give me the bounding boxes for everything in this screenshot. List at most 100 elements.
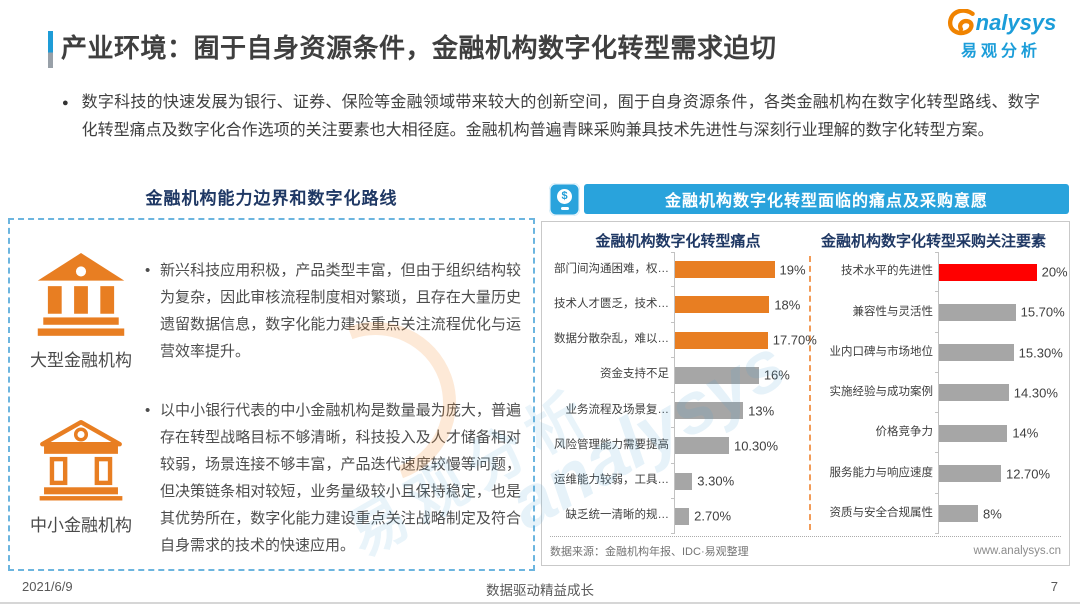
bar [939, 505, 979, 523]
bar-track: 18% [671, 287, 806, 323]
category-label: 资质与安全合规属性 [829, 506, 934, 519]
intro-text: 数字科技的快速发展为银行、证券、保险等金融领域带来较大的创新空间，囿于自身资源条… [81, 94, 1040, 139]
bar [675, 472, 693, 490]
bar [675, 296, 770, 314]
chart-row: 技术人才匮乏，技术… 18% [550, 287, 806, 323]
bank-large-icon [37, 253, 125, 337]
mobile-payment-icon: $ [549, 183, 580, 216]
bar [939, 263, 1037, 281]
analysys-logo: nalysys 易观分析 [936, 9, 1066, 61]
bar [939, 384, 1009, 402]
category-label: 业内口碑与市场地位 [829, 345, 934, 358]
footer-page-number: 7 [1050, 579, 1058, 594]
chart-title-painpoints: 金融机构数字化转型痛点 [595, 232, 761, 250]
bar-track: 17.70% [671, 322, 817, 359]
chart-row: 服务能力与响应速度 12.70% [814, 453, 1061, 494]
slide-bottom-edge [0, 602, 1080, 604]
bar [675, 261, 775, 279]
bar-track: 14% [935, 413, 1061, 454]
bar-track: 2.70% [671, 498, 806, 535]
bar-track: 14.30% [935, 372, 1061, 414]
value-label: 20% [1041, 264, 1068, 280]
logo-text-en: nalysys [975, 9, 1057, 35]
bar [675, 507, 690, 525]
bar [939, 424, 1008, 442]
chart-row: 资金支持不足 16% [550, 357, 806, 394]
footer-date: 2021/6/9 [22, 579, 73, 594]
chart-row: 业务流程及场景复… 13% [550, 393, 806, 429]
institution-description: 新兴科技应用积极，产品类型丰富，但由于组织结构较为复杂，因此审核流程制度相对繁琐… [142, 257, 521, 365]
chart-row: 兼容性与灵活性 15.70% [814, 292, 1065, 333]
page-title: 产业环境：囿于自身资源条件，金融机构数字化转型需求迫切 [61, 33, 777, 63]
value-label: 18% [774, 297, 801, 313]
dollar-coin-icon: $ [557, 189, 572, 205]
category-label: 数据分散杂乱，难以… [554, 333, 669, 346]
institution-row-large: 大型金融机构 新兴科技应用积极，产品类型丰富，但由于组织结构较为复杂，因此审核流… [20, 228, 523, 395]
category-label: 风险管理能力需要提高 [554, 438, 669, 451]
value-label: 8% [983, 506, 1002, 522]
category-label: 价格竞争力 [875, 426, 934, 439]
footer-slogan: 数据驱动精益成长 [486, 583, 594, 598]
bar-track: 16% [671, 357, 806, 394]
bar [939, 465, 1001, 483]
category-label: 业务流程及场景复… [565, 403, 670, 416]
chart-row: 数据分散杂乱，难以… 17.70% [550, 322, 817, 359]
category-label: 缺乏统一清晰的规… [565, 509, 670, 522]
chart-row: 运维能力较弱，工具… 3.30% [550, 463, 806, 500]
bar-track: 20% [935, 252, 1068, 293]
data-source-note: 数据来源：金融机构年报、IDC·易观整理 [550, 546, 749, 558]
bar-track: 15.30% [935, 332, 1063, 374]
bar [939, 344, 1014, 362]
bar [675, 437, 729, 455]
logo-wordmark: nalysys [936, 9, 1066, 36]
value-label: 2.70% [694, 508, 732, 524]
phone-home-dash [560, 207, 569, 210]
bar-track: 15.70% [935, 292, 1065, 333]
bar-track: 10.30% [671, 428, 806, 464]
value-label: 13% [748, 403, 775, 419]
chart-row: 实施经验与成功案例 14.30% [814, 372, 1061, 414]
category-label: 服务能力与响应速度 [829, 466, 934, 479]
chart-row: 技术水平的先进性 20% [814, 252, 1068, 293]
category-label: 技术水平的先进性 [841, 265, 933, 278]
bar-track: 19% [671, 252, 806, 288]
chart-row: 风险管理能力需要提高 10.30% [550, 428, 806, 464]
bar [675, 402, 744, 420]
institution-label: 中小金融机构 [30, 516, 132, 536]
purchase-factors-bar-chart: 技术水平的先进性 20% 兼容性与灵活性 15.70% 业内口碑与市场地位 15.30% 实… [814, 252, 1068, 535]
value-label: 12.70% [1005, 466, 1051, 482]
bar-track: 3.30% [671, 463, 806, 500]
chart-row: 资质与安全合规属性 8% [814, 493, 1061, 535]
chart-row: 部门间沟通困难，权… 19% [550, 252, 806, 288]
chart-row: 价格竞争力 14% [814, 413, 1061, 454]
category-label: 资金支持不足 [600, 368, 669, 381]
bar-track: 12.70% [935, 453, 1061, 494]
bullet-icon: ● [62, 97, 69, 109]
intro-paragraph: ● 数字科技的快速发展为银行、证券、保险等金融领域带来较大的创新空间，囿于自身资… [62, 89, 1040, 145]
chart-row: 业内口碑与市场地位 15.30% [814, 332, 1063, 374]
category-label: 部门间沟通困难，权… [554, 262, 669, 275]
value-label: 10.30% [733, 438, 779, 454]
right-panel: 金融机构数字化转型痛点 金融机构数字化转型采购关注要素 部门间沟通困难，权… 19… [541, 221, 1070, 566]
institution-label: 大型金融机构 [30, 351, 132, 371]
left-panel-title: 金融机构能力边界和数字化路线 [145, 189, 398, 208]
value-label: 16% [763, 367, 790, 383]
value-label: 15.30% [1018, 345, 1063, 361]
institution-row-small: 中小金融机构 以中小银行代表的中小金融机构是数量最为庞大，普遍存在转型战略目标不… [20, 395, 523, 562]
value-label: 14.30% [1013, 385, 1058, 401]
website-text: www.analysys.cn [973, 545, 1061, 557]
left-panel: 大型金融机构 新兴科技应用积极，产品类型丰富，但由于组织结构较为复杂，因此审核流… [8, 218, 535, 571]
chart-divider-dashed [809, 256, 811, 530]
chart-row: 缺乏统一清晰的规… 2.70% [550, 498, 806, 535]
category-label: 运维能力较弱，工具… [554, 474, 669, 487]
logo-text-cn: 易观分析 [960, 43, 1041, 60]
category-label: 技术人才匮乏，技术… [554, 297, 669, 310]
value-label: 14% [1012, 425, 1039, 441]
bar [675, 366, 759, 384]
bar-track: 8% [935, 493, 1061, 535]
category-label: 实施经验与成功案例 [829, 386, 934, 399]
title-accent-bar [48, 31, 53, 68]
logo-swirl-a-icon [947, 9, 975, 36]
value-label: 19% [779, 262, 806, 278]
